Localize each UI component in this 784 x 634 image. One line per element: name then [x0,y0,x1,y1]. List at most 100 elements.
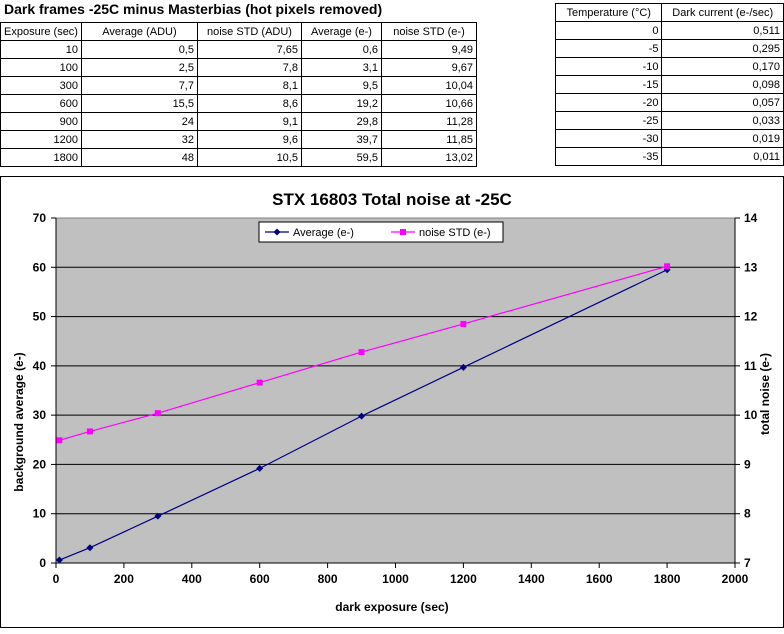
table-cell[interactable]: 8,6 [196,94,302,113]
table-header-row: Temperature (°C) Dark current (e-/sec) [554,3,784,22]
table-cell[interactable]: -15 [554,75,663,94]
table-cell[interactable]: 0,011 [661,147,784,166]
table-cell[interactable]: 8,1 [196,76,302,95]
table-cell[interactable]: 0,511 [661,21,784,40]
table-cell[interactable]: 3,1 [300,58,382,77]
table-cell[interactable]: 0,5 [80,40,198,59]
table-cell[interactable]: 11,28 [380,112,477,131]
table-cell[interactable]: 9,67 [380,58,477,77]
x-axis-label: dark exposure (sec) [335,600,448,614]
data-point [459,363,467,371]
table-row: -5 0,295 [554,39,784,58]
table-cell[interactable]: 13,02 [380,148,477,167]
table-cell[interactable]: 100 [0,58,82,77]
y2-tick-label: 12 [744,310,758,324]
table-cell[interactable]: 39,7 [300,130,382,149]
y-tick-label: 50 [33,310,47,324]
data-point [86,544,94,552]
table-cell[interactable]: 15,5 [80,94,198,113]
table-cell[interactable]: 2,5 [80,58,198,77]
data-point [460,320,467,327]
table-cell[interactable]: 0 [554,21,663,40]
table-cell[interactable]: 24 [80,112,198,131]
x-tick-label: 1200 [450,572,477,586]
table-row: 10 0,5 7,65 0,6 9,49 [0,40,477,59]
x-tick-label: 1400 [518,572,545,586]
table-cell[interactable]: 9,1 [196,112,302,131]
table-cell[interactable]: 7,8 [196,58,302,77]
table-cell[interactable]: 7,7 [80,76,198,95]
table-cell[interactable]: 1800 [0,148,82,167]
table-cell[interactable]: 7,65 [196,40,302,59]
table-cell[interactable]: -30 [554,129,663,148]
table-row: -35 0,011 [554,147,784,166]
x-tick-label: 1600 [586,572,613,586]
table-row: 1800 48 10,5 59,5 13,02 [0,148,477,167]
table-cell[interactable]: 9,49 [380,40,477,59]
column-header[interactable]: Exposure (sec) [0,22,82,41]
table-cell[interactable]: 19,2 [300,94,382,113]
table-cell[interactable]: 48 [80,148,198,167]
table-cell[interactable]: 0,019 [661,129,784,148]
table-cell[interactable]: 10,04 [380,76,477,95]
table-row: 0 0,511 [554,21,784,40]
x-tick-label: 1000 [382,572,409,586]
noise-chart: STX 16803 Total noise at -25C background… [0,176,784,628]
table-cell[interactable]: 600 [0,94,82,113]
y2-tick-label: 8 [744,507,751,521]
table-cell[interactable]: -25 [554,111,663,130]
table-cell[interactable]: 1200 [0,130,82,149]
table-row: 600 15,5 8,6 19,2 10,66 [0,94,477,113]
table-row: 100 2,5 7,8 3,1 9,67 [0,58,477,77]
table-cell[interactable]: 0,6 [300,40,382,59]
column-header[interactable]: Average (e-) [300,22,382,41]
table-cell[interactable]: -35 [554,147,663,166]
table-cell[interactable]: 900 [0,112,82,131]
table-cell[interactable]: 0,098 [661,75,784,94]
table-cell[interactable]: 32 [80,130,198,149]
data-point [154,512,162,520]
table-cell[interactable]: 11,85 [380,130,477,149]
table-row: 1200 32 9,6 39,7 11,85 [0,130,477,149]
table-cell[interactable]: 9,5 [300,76,382,95]
x-tick-label: 0 [53,572,60,586]
column-header[interactable]: noise STD (ADU) [196,22,302,41]
table-cell[interactable]: 0,057 [661,93,784,112]
y-tick-label: 0 [39,556,46,570]
y2-tick-label: 10 [744,408,758,422]
table-cell[interactable]: 10,5 [196,148,302,167]
data-point [56,437,63,444]
x-tick-label: 2000 [722,572,749,586]
dark-current-table: Temperature (°C) Dark current (e-/sec) 0 0,… [554,3,784,166]
table-cell[interactable]: 29,8 [300,112,382,131]
table-cell[interactable]: 300 [0,76,82,95]
table-cell[interactable]: 10,66 [380,94,477,113]
y2-axis-label: total noise (e-) [758,353,772,435]
x-tick-label: 1800 [654,572,681,586]
column-header[interactable]: Average (ADU) [80,22,198,41]
table-cell[interactable]: -5 [554,39,663,58]
table-cell[interactable]: 0,295 [661,39,784,58]
data-point [55,556,63,564]
table-cell[interactable]: -10 [554,57,663,76]
y-tick-label: 70 [33,211,47,225]
table-row: 300 7,7 8,1 9,5 10,04 [0,76,477,95]
chart-area[interactable]: STX 16803 Total noise at -25C background… [0,176,784,629]
table-cell[interactable]: 9,6 [196,130,302,149]
table-cell[interactable]: 0,170 [661,57,784,76]
table-row: -15 0,098 [554,75,784,94]
table-cell[interactable]: 10 [0,40,82,59]
data-point [256,464,264,472]
column-header[interactable]: Temperature (°C) [554,3,663,22]
legend-marker [400,229,406,235]
y-axis-label: background average (e-) [12,352,26,491]
column-header[interactable]: Dark current (e-/sec) [661,3,784,22]
y-tick-label: 40 [33,359,47,373]
legend-label: Average (e-) [293,227,354,239]
table-cell[interactable]: -20 [554,93,663,112]
column-header[interactable]: noise STD (e-) [380,22,477,41]
table-cell[interactable]: 0,033 [661,111,784,130]
table-cell[interactable]: 59,5 [300,148,382,167]
exposure-table: Exposure (sec) Average (ADU) noise STD (AD… [0,22,477,167]
plot-area [55,217,736,564]
